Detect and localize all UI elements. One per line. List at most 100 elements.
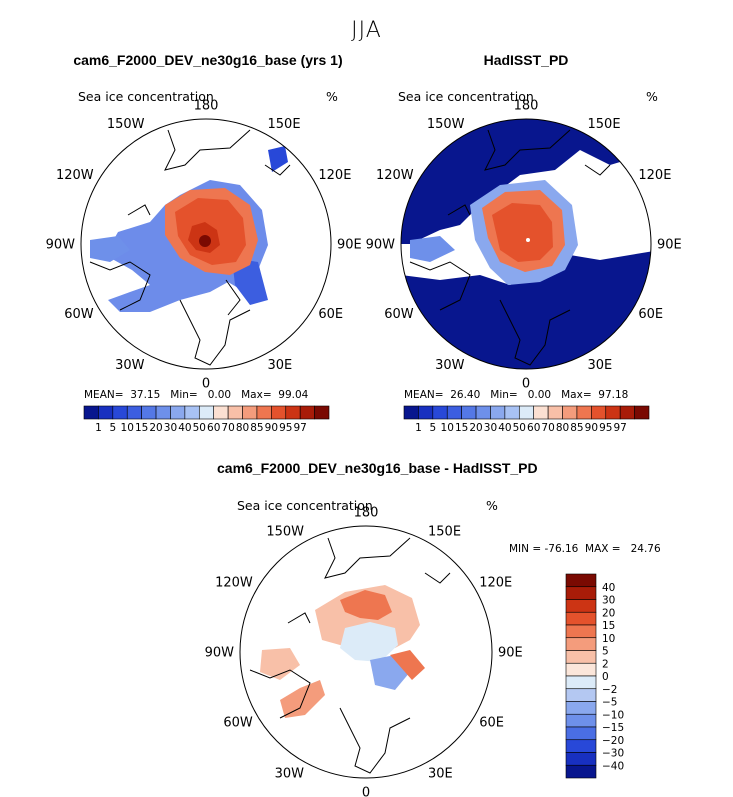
panel-1-lon-label: 60E xyxy=(318,307,343,322)
panel-3-colorbar-tick: −10 xyxy=(602,709,624,721)
panel-3-colorbar-tick: −20 xyxy=(602,735,624,747)
panel-1-colorbar-tick: 10 xyxy=(121,422,134,434)
panel-3-colorbar-tick: −30 xyxy=(602,748,624,760)
panel-3-lon-label: 90W xyxy=(205,646,235,661)
panel-1-colorbar-tick: 95 xyxy=(279,422,292,434)
panel-3-colorbar-swatch xyxy=(565,726,597,741)
panel-3-diff-west xyxy=(260,648,300,680)
panel-1-map-frame xyxy=(80,118,332,370)
panel-3-colorbar-tick: 5 xyxy=(602,646,609,658)
panel-2-lon-label: 150E xyxy=(588,117,621,132)
panel-1-colorbar-swatch xyxy=(170,405,186,420)
panel-2-lon-label: 90E xyxy=(657,238,682,253)
panel-2-ice-west xyxy=(410,236,455,262)
panel-3-colorbar-swatch xyxy=(565,662,597,677)
panel-2-colorbar-swatch xyxy=(576,405,592,420)
panel-1-colorbar-swatch xyxy=(271,405,287,420)
panel-1-units: % xyxy=(326,89,338,104)
panel-2-colorbar-tick: 80 xyxy=(556,422,569,434)
panel-2-colorbar-swatch xyxy=(547,405,563,420)
panel-2-colorbar-tick: 50 xyxy=(513,422,526,434)
panel-1-lon-label: 150W xyxy=(107,117,145,132)
panel-1-colorbar-swatch xyxy=(299,405,315,420)
panel-2-longitude-labels: 180 150E 120E 90E 60E 30E 0 30W 60W 90W 120W 150W xyxy=(366,99,682,392)
panel-1-colorbar-swatch xyxy=(83,405,99,420)
panel-3-units: % xyxy=(486,498,498,513)
panel-3-colorbar-tick: 10 xyxy=(602,633,615,645)
panel-1-lon-label: 30E xyxy=(268,358,293,373)
panel-1-colorbar: 1 5 10 15 20 30 40 50 60 70 80 85 90 95 97 xyxy=(83,405,330,434)
panel-2-lon-label: 30E xyxy=(588,358,613,373)
panel-2-pole-hole xyxy=(526,238,530,242)
panel-2-ice-high xyxy=(492,203,553,262)
panel-2-title: HadISST_PD xyxy=(483,52,569,68)
panel-3-lon-label: 120E xyxy=(479,576,512,591)
panel-1-colorbar-tick: 30 xyxy=(164,422,177,434)
panel-1-colorbar-tick: 5 xyxy=(109,422,116,434)
panel-1-ice-max xyxy=(199,235,211,247)
panel-2-field-label: Sea ice concentration xyxy=(398,89,534,104)
panel-3-lon-label: 0 xyxy=(362,786,370,797)
panel-3-colorbar-tick: −15 xyxy=(602,722,624,734)
panel-3-colorbar-swatch xyxy=(565,650,597,664)
panel-1-colorbar-tick: 20 xyxy=(149,422,162,434)
panel-2-colorbar-tick: 70 xyxy=(541,422,554,434)
panel-1-lon-label: 120W xyxy=(56,168,94,183)
panel-2-lon-label: 30W xyxy=(435,358,465,373)
panel-2-colorbar-swatch xyxy=(634,405,650,420)
panel-1-longitude-labels: 180 150E 120E 90E 60E 30E 0 30W 60W 90W 120W 150W xyxy=(46,99,362,392)
panel-2-colorbar-swatch xyxy=(504,405,520,420)
panel-3-field-label: Sea ice concentration xyxy=(237,498,373,513)
panel-1-colorbar-tick: 1 xyxy=(95,422,102,434)
panel-2-lon-label: 90W xyxy=(366,238,396,253)
panel-3-colorbar-swatch xyxy=(565,573,597,588)
panel-1-colorbar-tick: 80 xyxy=(236,422,249,434)
panel-2-colorbar-tick: 40 xyxy=(498,422,511,434)
panel-2-colorbar-tick: 85 xyxy=(570,422,583,434)
panel-3-colorbar-tick: −5 xyxy=(602,697,617,709)
panel-3-colorbar-swatch xyxy=(565,599,597,613)
panel-1-colorbar-swatch xyxy=(141,405,157,420)
panel-1-colorbar-swatch xyxy=(256,405,272,420)
panel-1-lon-label: 90E xyxy=(337,238,362,253)
panel-3-colorbar-tick: 20 xyxy=(602,607,615,619)
panel-2-colorbar-swatch xyxy=(403,405,419,420)
panel-2-colorbar-swatch xyxy=(619,405,635,420)
panel-2-map-frame xyxy=(400,118,652,370)
panel-2-colorbar-tick: 1 xyxy=(415,422,422,434)
panel-3-colorbar-swatch xyxy=(565,624,597,639)
panel-2-lon-label: 120E xyxy=(638,168,671,183)
panel-1-colorbar-tick: 60 xyxy=(207,422,220,434)
panel-1-colorbar-swatch xyxy=(98,405,114,420)
panel-1-colorbar-tick: 50 xyxy=(193,422,206,434)
panel-1-colorbar-swatch xyxy=(227,405,243,420)
panel-2-colorbar-tick: 97 xyxy=(613,422,626,434)
panel-2-colorbar-swatch xyxy=(605,405,621,420)
panel-3-colorbar-swatch xyxy=(565,764,597,779)
panel-2-units: % xyxy=(646,89,658,104)
panel-2-lon-label: 180 xyxy=(514,99,539,114)
panel-2-stats: MEAN= 26.40 Min= 0.00 Max= 97.18 xyxy=(404,389,629,401)
panel-3-colorbar-tick: −2 xyxy=(602,684,617,696)
panel-3-stats: MIN = -76.16 MAX = 24.76 xyxy=(509,543,661,555)
panel-1-ice-atl xyxy=(232,258,268,305)
panel-3-colorbar-tick: 30 xyxy=(602,595,615,607)
panel-3-lon-label: 60E xyxy=(479,716,504,731)
panel-3-lon-label: 120W xyxy=(215,576,253,591)
panel-1-lon-label: 30W xyxy=(115,358,145,373)
panel-3-map xyxy=(240,526,492,778)
panel-1-colorbar-swatch xyxy=(213,405,229,420)
panel-2-lon-label: 60E xyxy=(638,307,663,322)
panel-1-lon-label: 90W xyxy=(46,238,76,253)
panel-2-colorbar-swatch xyxy=(432,405,448,420)
panel-3-longitude-labels: 180 150E 120E 90E 60E 30E 0 30W 60W 90W 120W 150W xyxy=(205,506,523,797)
panel-3-colorbar-tick: 0 xyxy=(602,671,609,683)
panel-3-colorbar-swatch xyxy=(565,739,597,753)
panel-2-colorbar-tick: 5 xyxy=(429,422,436,434)
panel-3-diff-atl xyxy=(390,650,425,680)
panel-2-colorbar-swatch xyxy=(562,405,578,420)
panel-3-colorbar-swatch xyxy=(565,675,597,690)
panel-2-colorbar-tick: 30 xyxy=(484,422,497,434)
panel-1-colorbar-swatch xyxy=(314,405,330,420)
panel-3-lon-label: 150E xyxy=(428,524,461,539)
